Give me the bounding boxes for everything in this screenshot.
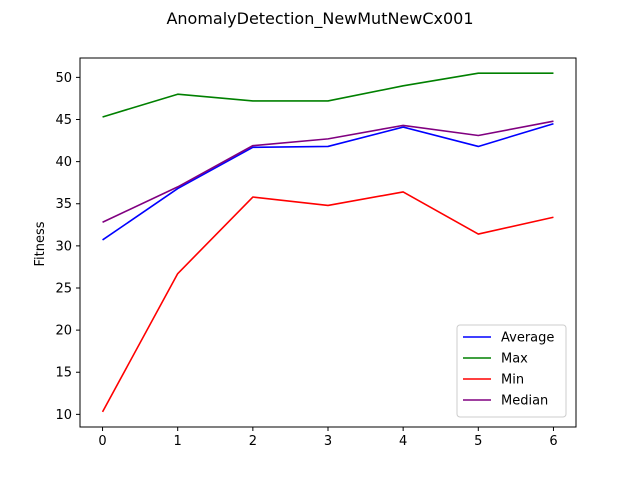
series-line-min xyxy=(101,191,554,413)
legend-label-average: Average xyxy=(501,331,554,346)
y-tick-label: 20 xyxy=(55,324,72,339)
series-line-median xyxy=(102,120,554,224)
x-tick-label: 2 xyxy=(249,434,257,449)
y-axis-label: Fitness xyxy=(33,221,48,266)
y-tick-label: 30 xyxy=(55,239,72,254)
series-line-max xyxy=(102,72,554,118)
y-tick-label: 35 xyxy=(55,197,72,212)
legend-label-max: Max xyxy=(501,352,528,367)
x-tick-label: 0 xyxy=(98,434,106,449)
y-tick-label: 50 xyxy=(55,71,72,86)
y-tick-label: 45 xyxy=(55,113,72,128)
legend-label-min: Min xyxy=(501,373,524,388)
x-tick-label: 3 xyxy=(324,434,332,449)
y-tick-label: 25 xyxy=(55,281,72,296)
y-tick-label: 40 xyxy=(55,155,72,170)
series-line-average xyxy=(102,122,554,241)
x-tick-label: 1 xyxy=(174,434,182,449)
legend: Average Max Min Median xyxy=(456,324,567,418)
legend-box xyxy=(456,324,567,418)
legend-label-median: Median xyxy=(501,394,548,409)
y-tick-label: 15 xyxy=(55,366,72,381)
chart-title: AnomalyDetection_NewMutNewCx001 xyxy=(166,9,473,29)
x-tick-label: 4 xyxy=(399,434,407,449)
x-tick-label: 5 xyxy=(474,434,482,449)
y-tick-label: 10 xyxy=(55,408,72,423)
x-tick-label: 6 xyxy=(549,434,557,449)
